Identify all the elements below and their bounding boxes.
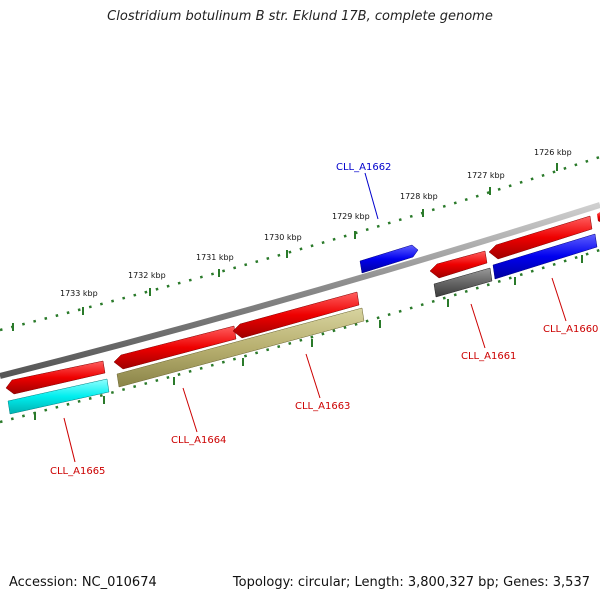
gene-feature-olive-a1663[interactable] [116,307,365,388]
forward-strand-genes [359,212,600,274]
gene-label-cll-a1663[interactable]: CLL_A1663 [295,401,350,412]
kbp-label-1732: 1732 kbp [128,271,166,280]
leader-cll-a1662 [364,172,379,220]
label-leader-lines [63,172,567,463]
scale-labels: 1726 kbp 1727 kbp 1728 kbp 1729 kbp 1730… [60,148,572,298]
kbp-label-1730: 1730 kbp [264,233,302,242]
leader-cll-a1661 [470,303,486,349]
leader-cll-a1665 [63,417,76,463]
gene-feature-red-right-edge[interactable] [597,212,600,222]
accession-text: Accession: NC_010674 [9,575,157,590]
gene-feature-grey-a1661[interactable] [433,267,493,298]
gene-label-cll-a1664[interactable]: CLL_A1664 [171,435,226,446]
outer-scale-arc [0,155,600,332]
leader-cll-a1664 [182,387,198,433]
kbp-label-1726: 1726 kbp [534,148,572,157]
inner-scale-arc [0,248,600,424]
gene-label-cll-a1662[interactable]: CLL_A1662 [336,162,391,173]
kbp-label-1728: 1728 kbp [400,192,438,201]
gene-feature-red-a1660[interactable] [488,215,593,260]
kbp-label-1733: 1733 kbp [60,289,98,298]
gene-label-cll-a1661[interactable]: CLL_A1661 [461,351,516,362]
gene-feature-cyan-a1665[interactable] [7,378,110,415]
gene-feature-red-a1663[interactable] [232,291,360,339]
map-title: Clostridium botulinum B str. Eklund 17B,… [107,9,493,24]
inner-major-ticks [34,255,583,420]
outer-major-ticks [12,163,558,331]
gene-feature-red-left[interactable] [5,360,106,395]
gene-feature-blue-cll-a1662[interactable] [359,244,419,274]
leader-cll-a1663 [305,353,321,399]
gene-labels: CLL_A1662 CLL_A1660 CLL_A1661 CLL_A1663 … [50,162,598,477]
reverse-strand-red-genes [5,215,593,395]
genome-backbone [0,202,600,379]
kbp-label-1727: 1727 kbp [467,171,505,180]
gene-feature-red-a1664[interactable] [113,325,237,370]
kbp-label-1729: 1729 kbp [332,212,370,221]
gene-label-cll-a1665[interactable]: CLL_A1665 [50,466,105,477]
gene-label-cll-a1660[interactable]: CLL_A1660 [543,324,598,335]
kbp-label-1731: 1731 kbp [196,253,234,262]
gene-feature-red-a1661[interactable] [429,250,488,279]
topology-text: Topology: circular; Length: 3,800,327 bp… [232,575,590,590]
reverse-strand-lower-genes [7,233,598,415]
gene-feature-blue-a1660[interactable] [492,233,598,280]
leader-cll-a1660 [551,277,567,322]
